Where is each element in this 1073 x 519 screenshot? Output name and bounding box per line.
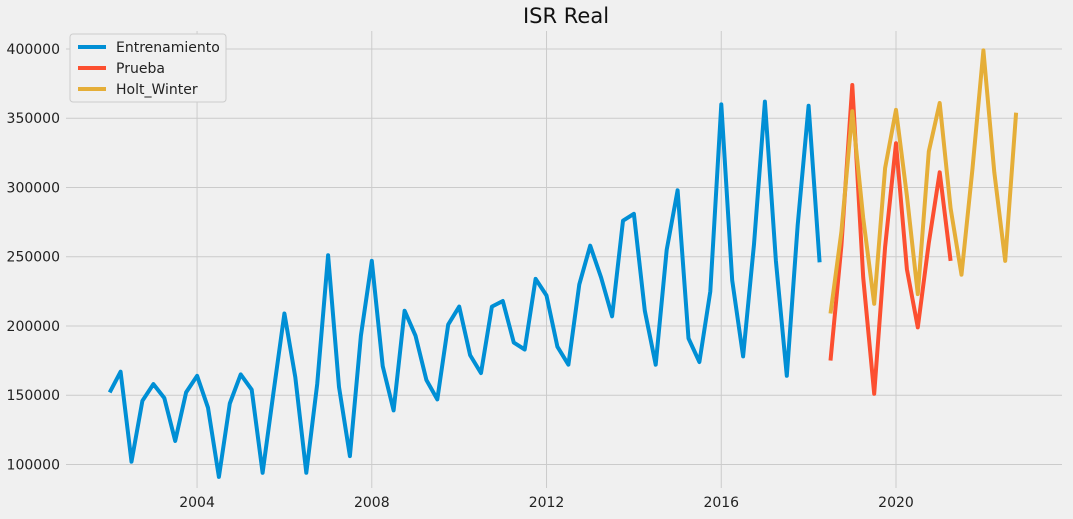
series-lines (107, 48, 1019, 479)
y-tick-label: 350000 (7, 111, 60, 127)
series-line-holt-winter (828, 48, 1019, 314)
legend: Entrenamiento Prueba Holt_Winter (69, 33, 227, 103)
x-tick-label: 2012 (529, 495, 565, 511)
y-tick-label: 400000 (7, 42, 60, 58)
y-axis-ticks: 100000 150000 200000 250000 300000 350000 4000… (7, 42, 60, 473)
y-tick-label: 250000 (7, 250, 60, 266)
x-tick-label: 2020 (878, 495, 914, 511)
legend-label: Holt_Winter (116, 82, 198, 98)
y-tick-label: 200000 (7, 319, 60, 335)
y-tick-label: 300000 (7, 180, 60, 196)
y-tick-label: 100000 (7, 457, 60, 473)
x-axis-ticks: 2004 2008 2012 2016 2020 (179, 495, 914, 511)
legend-label: Prueba (116, 61, 165, 77)
x-tick-label: 2016 (703, 495, 739, 511)
chart-title: ISR Real (523, 4, 609, 28)
legend-box (69, 33, 227, 103)
grid-lines (66, 31, 1062, 488)
y-tick-label: 150000 (7, 388, 60, 404)
x-tick-label: 2004 (179, 495, 215, 511)
x-tick-label: 2008 (354, 495, 390, 511)
legend-label: Entrenamiento (116, 40, 220, 56)
series-line-entrenamiento (107, 99, 822, 479)
